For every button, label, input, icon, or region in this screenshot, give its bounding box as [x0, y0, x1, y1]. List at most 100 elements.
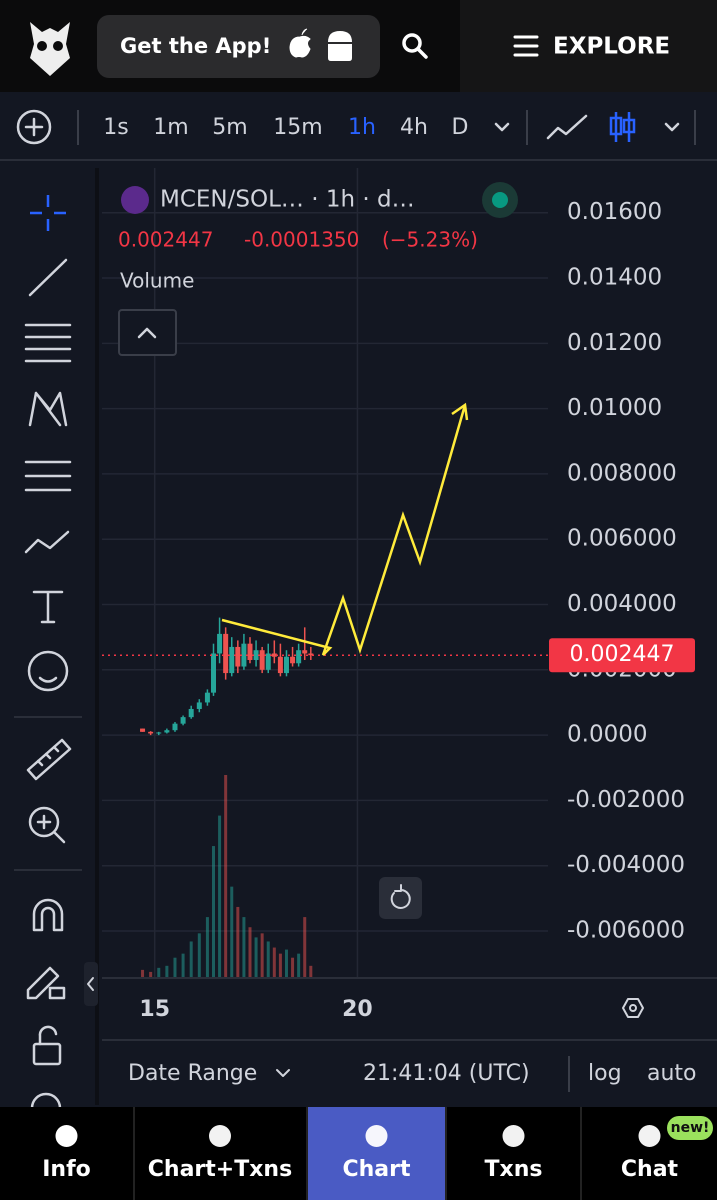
volume-bar: [284, 949, 288, 978]
magnet-tool[interactable]: [32, 898, 64, 932]
volume-bar: [236, 906, 240, 978]
candle-body: [235, 646, 241, 667]
emoji-tool[interactable]: [27, 650, 69, 692]
clock: 21:41:04 (UTC): [363, 1061, 530, 1086]
x-tick-label: 20: [342, 997, 373, 1022]
interval-button[interactable]: 4h: [400, 115, 428, 140]
volume-label: Volume: [120, 269, 194, 293]
ruler-tool[interactable]: [26, 738, 72, 781]
log-toggle[interactable]: log: [588, 1061, 622, 1086]
candle-body: [271, 653, 277, 657]
plot-area: 0.01600 0.01400 0.01200 0.01000 0.008000 0.00…: [102, 168, 695, 1022]
interval-button[interactable]: D: [452, 115, 469, 140]
pattern-tool[interactable]: [28, 391, 68, 427]
chart-type-dropdown[interactable]: [664, 122, 680, 132]
legend-change: -0.0001350: [244, 228, 359, 252]
volume-bar: [230, 886, 234, 978]
legend-change-pct: (−5.23%): [382, 228, 478, 252]
add-indicator-plus: [24, 117, 44, 137]
collapse-tab[interactable]: [84, 962, 98, 1006]
candle-body: [164, 730, 170, 733]
candle-body: [247, 643, 253, 661]
volume-bar: [149, 971, 153, 978]
nav-icon: [502, 1125, 525, 1147]
candle-body: [241, 643, 247, 667]
candle-body: [283, 656, 289, 674]
auto-toggle[interactable]: auto: [647, 1061, 697, 1086]
projection-drawing[interactable]: [221, 404, 467, 656]
volume-bar: [260, 933, 264, 978]
volume-bar: [224, 775, 228, 978]
nav-label[interactable]: Txns: [485, 1157, 543, 1182]
nav-label[interactable]: Info: [42, 1157, 91, 1182]
settings-icon[interactable]: [622, 998, 644, 1018]
candle-body: [253, 650, 259, 661]
date-range-arrow: [276, 1069, 290, 1077]
y-tick-label: 0.01200: [567, 330, 662, 356]
y-tick-label: 0.0000: [567, 722, 647, 748]
y-tick-label: 0.004000: [567, 591, 677, 617]
search-icon[interactable]: [402, 33, 422, 53]
nav-label[interactable]: Chart+Txns: [148, 1157, 292, 1182]
token-logo: [121, 186, 149, 214]
prediction-tool[interactable]: [24, 460, 72, 492]
candle-body: [308, 653, 314, 656]
volume-bar: [242, 917, 246, 978]
candle-body: [265, 653, 271, 670]
candle-body: [140, 728, 146, 732]
volume-bar: [197, 933, 201, 978]
nav-label[interactable]: Chat: [621, 1157, 679, 1182]
collapse-arrow: [87, 977, 94, 991]
volume-bar: [266, 941, 270, 978]
interval-dropdown[interactable]: [494, 122, 510, 132]
fib-tool[interactable]: [24, 323, 72, 363]
candle-body: [296, 650, 302, 664]
menu-icon[interactable]: [513, 35, 539, 57]
interval-group: 1s 1m 5m 15m 1h 4h D: [103, 115, 468, 140]
forecast-tool[interactable]: [24, 530, 70, 554]
volume-bar: [297, 953, 301, 978]
candle-body: [156, 732, 162, 734]
candle-body: [223, 633, 229, 674]
reset-button[interactable]: [379, 877, 422, 919]
candle-icon[interactable]: [609, 116, 623, 136]
candle-body: [277, 656, 283, 674]
volume-bar: [165, 965, 169, 978]
volume-bar: [141, 969, 145, 978]
interval-button[interactable]: 1h: [348, 115, 376, 140]
line-chart-icon[interactable]: [546, 114, 588, 140]
date-range[interactable]: Date Range: [128, 1061, 257, 1086]
lock-tool[interactable]: [32, 1042, 62, 1066]
interval-button[interactable]: 15m: [273, 115, 322, 140]
logo[interactable]: [30, 22, 70, 76]
zoom-tool[interactable]: [28, 806, 60, 838]
candle-body: [204, 692, 210, 703]
legend-price: 0.002447: [118, 228, 213, 252]
nav-active-bg: [308, 1107, 445, 1200]
candle-body: [180, 717, 186, 724]
interval-button[interactable]: 1s: [103, 115, 128, 140]
volume-bar: [218, 815, 222, 978]
add-indicator[interactable]: [16, 109, 52, 145]
zoom-tool-parts: [36, 814, 66, 844]
get-app-button[interactable]: [97, 15, 380, 78]
apple-icon: [289, 28, 311, 58]
text-tool[interactable]: [32, 590, 64, 624]
candle-body: [188, 708, 194, 718]
crosshair-tool[interactable]: [30, 195, 66, 231]
interval-button[interactable]: 1m: [153, 115, 188, 140]
interval-button[interactable]: 5m: [212, 115, 247, 140]
collapse-legend[interactable]: [118, 309, 177, 356]
lock-draw-tool[interactable]: [26, 966, 60, 1000]
android-icon: [328, 31, 352, 61]
volume-bar: [248, 927, 252, 978]
volume-bar: [157, 967, 161, 978]
volume-bar: [303, 917, 307, 978]
candle-body: [211, 653, 216, 693]
y-tick-label: 0.01600: [567, 199, 662, 225]
nav-label[interactable]: Chart: [342, 1157, 411, 1182]
explore-button[interactable]: EXPLORE: [553, 34, 670, 60]
trendline-tool[interactable]: [28, 258, 68, 297]
